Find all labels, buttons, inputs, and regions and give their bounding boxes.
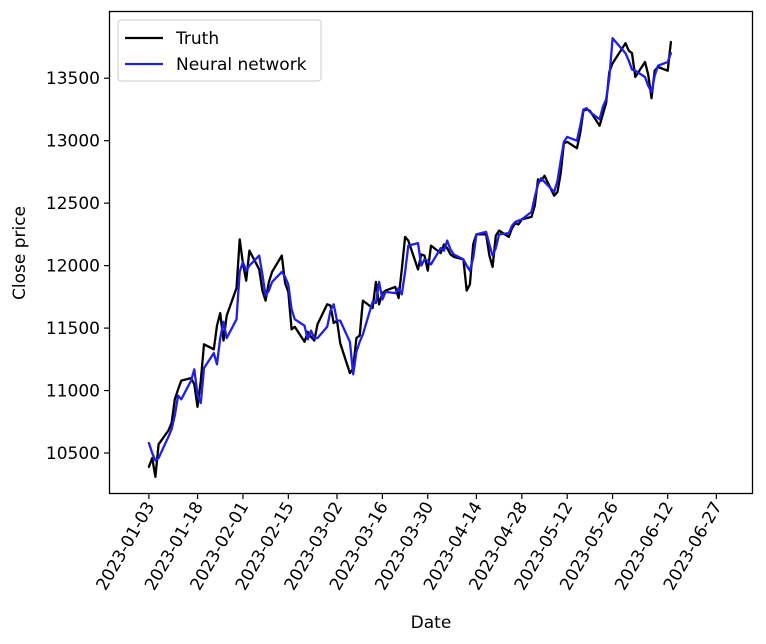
y-tick-label: 12000 <box>46 257 100 277</box>
x-axis-label: Date <box>411 613 452 633</box>
y-tick-label: 10500 <box>46 444 100 464</box>
y-tick-label: 13000 <box>46 132 100 152</box>
plot-lines <box>147 37 673 478</box>
y-tick-label: 13500 <box>46 69 100 89</box>
y-tick-label: 12500 <box>46 194 100 214</box>
legend-label-neural-network: Neural network <box>176 55 307 75</box>
legend: Truth Neural network <box>117 19 322 82</box>
plot-frame <box>108 10 754 495</box>
x-axis-ticks: 2023-01-032023-01-182023-02-012023-02-15… <box>93 493 727 594</box>
legend-box <box>117 19 322 82</box>
legend-label-truth: Truth <box>175 29 219 49</box>
y-axis-ticks: 10500 11000 11500 12000 12500 13000 13500 <box>46 69 110 464</box>
y-axis-label: Close price <box>10 206 30 300</box>
y-tick-label: 11500 <box>46 319 100 339</box>
series-line-neural-network <box>147 37 673 462</box>
series-line-truth <box>147 40 673 478</box>
y-tick-label: 11000 <box>46 382 100 402</box>
